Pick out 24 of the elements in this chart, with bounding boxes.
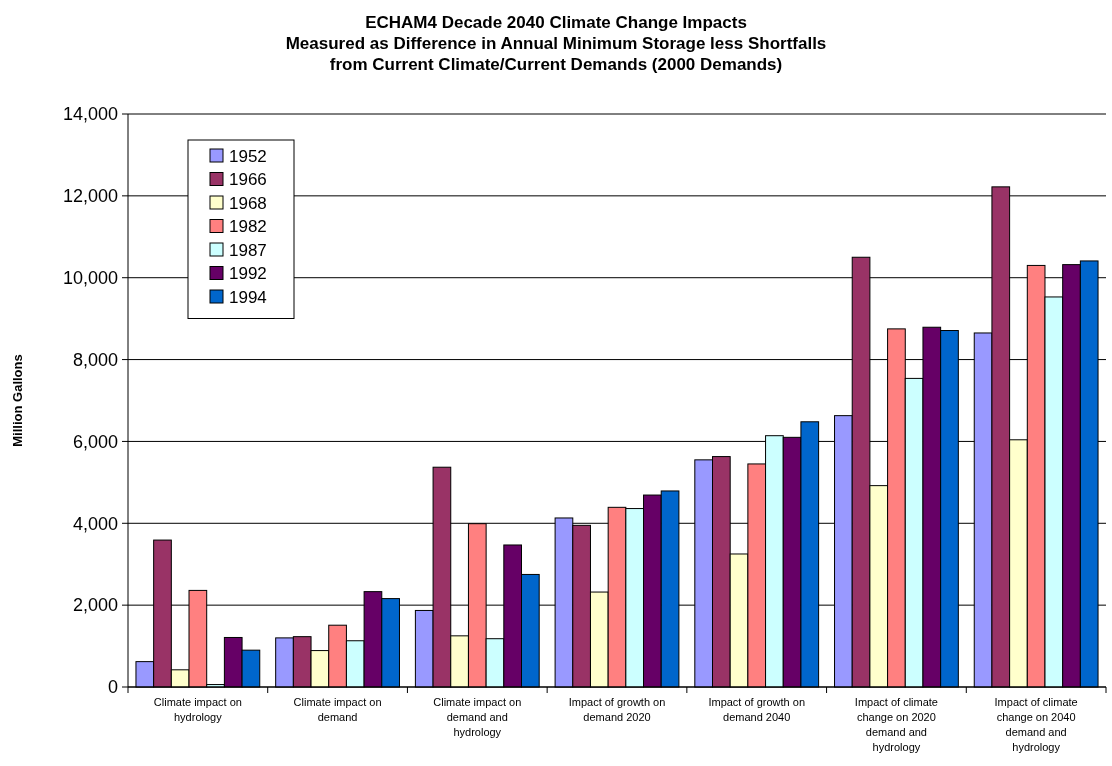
legend-label: 1968 — [229, 193, 267, 213]
y-tick-label: 0 — [107, 677, 118, 698]
y-tick-label: 8,000 — [72, 349, 118, 370]
x-tick-label: Impact of growth on demand 2020 — [568, 696, 666, 723]
y-tick-label: 10,000 — [62, 268, 118, 289]
x-tick-label: Impact of climate change on 2040 demand and hydrology — [994, 696, 1078, 753]
legend-label: 1966 — [229, 170, 267, 190]
y-axis-title: Million Gallons — [10, 354, 25, 447]
x-tick-label: Climate impact on demand — [293, 696, 382, 723]
y-tick-label: 2,000 — [72, 595, 118, 616]
y-tick-label: 4,000 — [72, 513, 118, 534]
legend-label: 1982 — [229, 217, 267, 237]
chart-title: ECHAM4 Decade 2040 Climate Change Impacts Measured as Difference in Annual Minimum Storage less Shortfalls from Current Climate/Current Demands (2000 Demands) — [285, 13, 827, 74]
x-tick-label: Impact of climate change on 2020 demand and hydrology — [854, 696, 938, 753]
y-tick-label: 12,000 — [62, 186, 118, 207]
legend-label: 1952 — [229, 146, 267, 166]
legend-label: 1987 — [229, 240, 267, 260]
x-tick-label: Impact of growth on demand 2040 — [708, 696, 806, 723]
x-tick-label: Climate impact on hydrology — [153, 696, 242, 723]
y-tick-label: 6,000 — [72, 431, 118, 452]
y-tick-label: 14,000 — [62, 104, 118, 125]
x-tick-label: Climate impact on demand and hydrology — [433, 696, 522, 738]
legend-label: 1992 — [229, 264, 267, 284]
legend-label: 1994 — [229, 287, 267, 307]
